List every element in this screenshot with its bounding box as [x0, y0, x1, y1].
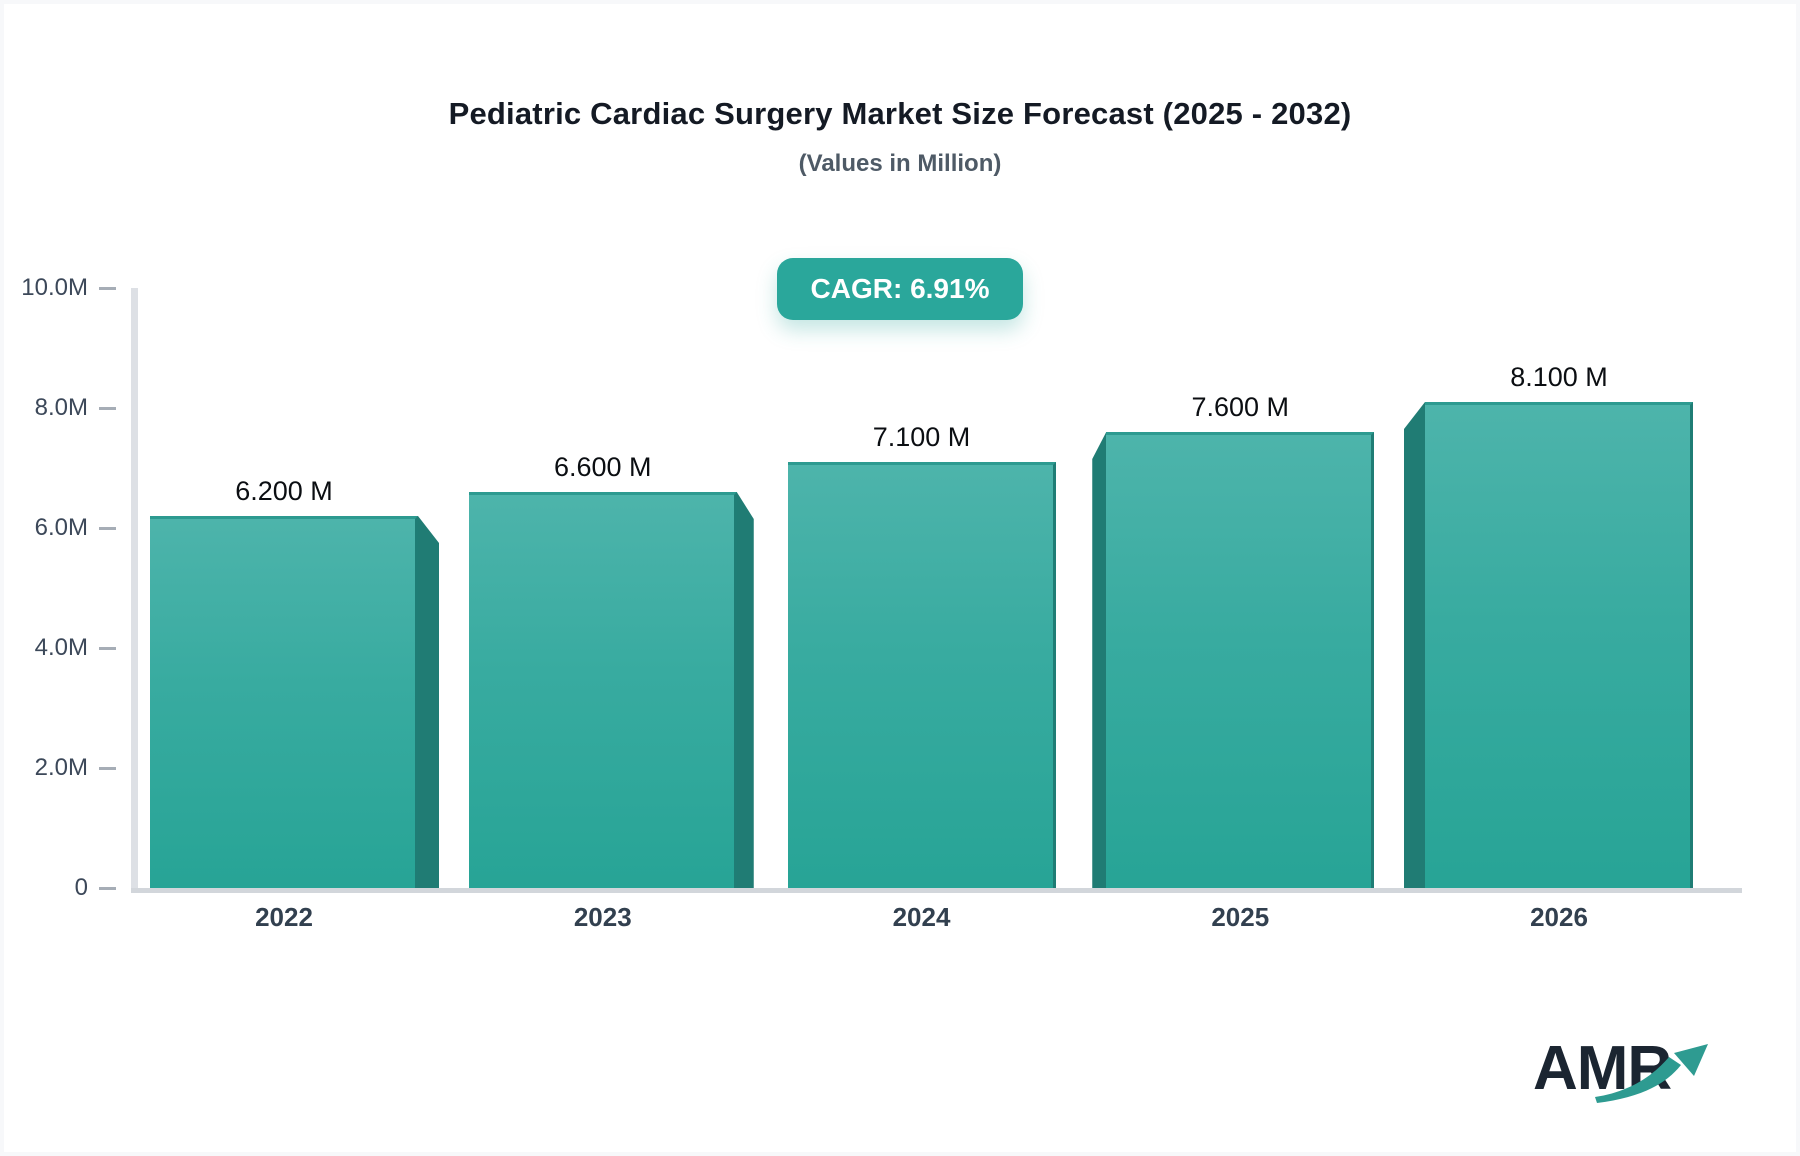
- bar-2024: [787, 462, 1056, 888]
- y-axis-line: [131, 288, 138, 892]
- y-tick-mark: [99, 287, 116, 290]
- bar-3d-edge: [1092, 432, 1107, 888]
- cagr-badge-row: CAGR: 6.91%: [0, 258, 1800, 320]
- cagr-badge: CAGR: 6.91%: [776, 258, 1024, 320]
- bar-3d-edge: [1404, 402, 1425, 888]
- x-axis-label: 2023: [573, 902, 632, 932]
- amr-logo: AMR: [1533, 1033, 1733, 1113]
- y-tick-label: 10.0M: [21, 274, 88, 301]
- growth-arrow-icon: [1595, 1044, 1708, 1103]
- bar-value-label: 7.600 M: [1191, 392, 1290, 422]
- amr-logo-text: AMR: [1533, 1034, 1672, 1103]
- bar-2022: [150, 516, 418, 888]
- y-tick-mark: [99, 887, 116, 890]
- x-axis-label: 2026: [1530, 902, 1588, 932]
- y-tick-label: 8.0M: [34, 394, 88, 421]
- y-tick-label: 4.0M: [34, 634, 88, 661]
- bar-value-label: 7.100 M: [872, 422, 971, 452]
- bar-3d-edge: [736, 492, 754, 888]
- bar-3d-edge: [418, 516, 439, 888]
- x-axis-baseline: [131, 888, 1742, 893]
- y-tick-label: 6.0M: [34, 514, 88, 541]
- y-tick-label: 2.0M: [34, 754, 88, 781]
- bar-value-label: 6.200 M: [235, 476, 333, 506]
- x-axis-label: 2022: [255, 902, 313, 932]
- bar-2026: [1425, 402, 1693, 888]
- x-axis-label: 2024: [892, 902, 951, 932]
- bar-2023: [468, 492, 737, 888]
- y-tick-label: 0: [74, 874, 88, 901]
- chart-title: Pediatric Cardiac Surgery Market Size Fo…: [448, 96, 1352, 131]
- y-tick-mark: [99, 767, 116, 770]
- chart-subtitle: (Values in Million): [798, 150, 1002, 177]
- y-tick-mark: [99, 527, 116, 530]
- y-tick-mark: [99, 647, 116, 650]
- bar-value-label: 8.100 M: [1510, 362, 1608, 392]
- bar-value-label: 6.600 M: [553, 452, 652, 482]
- bar-2025: [1106, 432, 1375, 888]
- x-axis-label: 2025: [1211, 902, 1270, 932]
- y-tick-mark: [99, 407, 116, 410]
